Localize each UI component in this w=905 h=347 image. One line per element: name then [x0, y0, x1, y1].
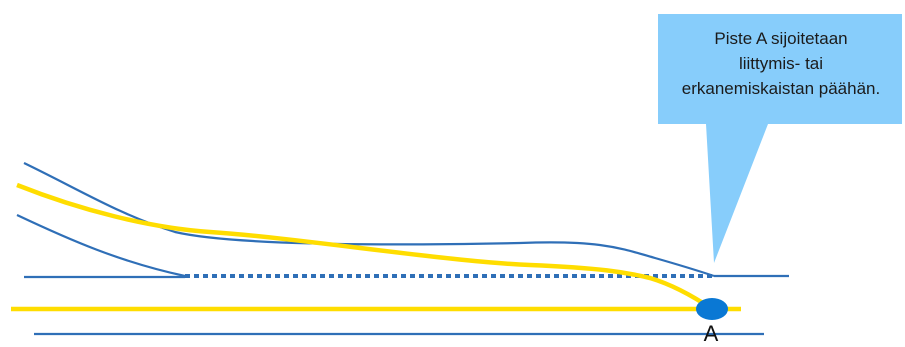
ramp-inner-edge: [16, 214, 186, 278]
callout-bubble: [658, 14, 902, 263]
point-a-marker: [696, 298, 728, 320]
callout-line-3: erkanemiskaistan päähän.: [681, 79, 881, 98]
callout-line-1: Piste A sijoitetaan: [714, 29, 848, 48]
point-a-label: A: [703, 321, 719, 346]
ramp-outer-edge: [23, 162, 715, 278]
callout-line-2: liittymis- tai: [738, 54, 824, 73]
callout-text: Piste A sijoitetaan liittymis- tai erkan…: [660, 26, 902, 101]
ramp-centerline: [16, 182, 714, 311]
